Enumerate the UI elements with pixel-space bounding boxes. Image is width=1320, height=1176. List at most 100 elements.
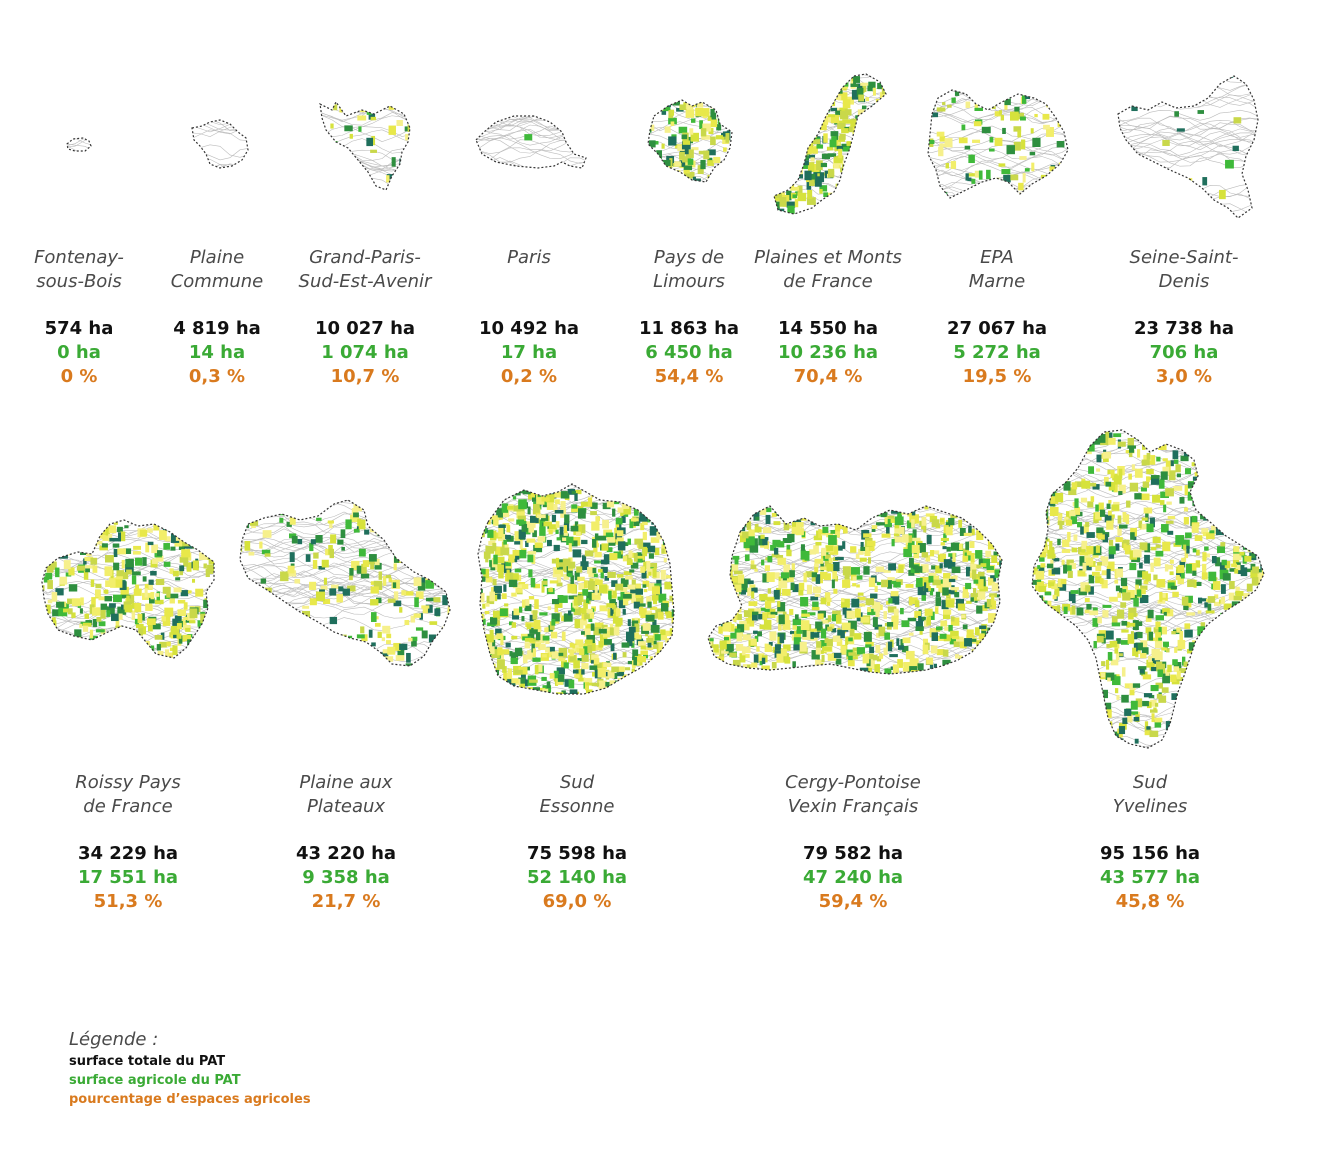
agricultural-parcel xyxy=(508,621,514,626)
agricultural-parcel xyxy=(377,631,382,638)
agricultural-parcel xyxy=(708,667,711,674)
agricultural-parcel xyxy=(1258,650,1264,658)
agricultural-parcel xyxy=(120,531,126,542)
agricultural-parcel xyxy=(1124,683,1133,689)
agricultural-parcel xyxy=(853,190,860,196)
agricultural-parcel xyxy=(1243,751,1247,754)
agricultural-parcel xyxy=(264,553,271,557)
agricultural-parcel xyxy=(191,659,199,664)
agricultural-parcel xyxy=(764,601,772,609)
agricultural-parcel xyxy=(512,549,521,559)
agricultural-parcel xyxy=(1088,586,1094,595)
agricultural-parcel xyxy=(985,550,992,557)
agricultural-parcel xyxy=(212,661,216,664)
agricultural-parcel xyxy=(546,501,554,510)
agricultural-parcel xyxy=(172,618,181,629)
agricultural-parcel xyxy=(534,542,543,548)
agricultural-parcel xyxy=(841,681,849,682)
agricultural-parcel xyxy=(660,519,665,529)
agricultural-parcel xyxy=(711,599,716,603)
agricultural-parcel xyxy=(1070,137,1074,144)
agricultural-parcel xyxy=(897,645,905,650)
agricultural-parcel xyxy=(374,622,381,627)
agricultural-parcel xyxy=(761,559,765,566)
agricultural-parcel xyxy=(917,663,924,672)
agricultural-parcel xyxy=(323,102,328,106)
agricultural-parcel xyxy=(405,591,414,596)
agricultural-parcel xyxy=(1048,632,1057,641)
agricultural-parcel xyxy=(990,530,998,537)
agricultural-parcel xyxy=(1003,639,1009,645)
agricultural-parcel xyxy=(856,144,862,153)
agricultural-parcel xyxy=(633,552,638,562)
agricultural-parcel xyxy=(1250,702,1258,711)
agricultural-parcel xyxy=(939,563,943,569)
agricultural-parcel xyxy=(853,633,862,640)
agricultural-parcel xyxy=(169,568,174,574)
agricultural-parcel xyxy=(835,195,841,202)
agricultural-parcel xyxy=(497,556,505,564)
agricultural-parcel xyxy=(736,632,743,642)
agricultural-parcel xyxy=(563,662,569,669)
agricultural-parcel xyxy=(653,695,661,700)
agricultural-parcel xyxy=(353,528,360,533)
agricultural-parcel xyxy=(1169,559,1174,564)
agricultural-parcel xyxy=(360,573,370,579)
agricultural-parcel xyxy=(1077,521,1083,528)
agricultural-parcel xyxy=(1225,159,1234,169)
agricultural-parcel xyxy=(700,548,707,558)
agricultural-parcel xyxy=(529,627,538,634)
agricultural-parcel xyxy=(914,611,922,618)
agricultural-parcel xyxy=(498,527,504,538)
agricultural-parcel xyxy=(662,171,668,179)
agricultural-parcel xyxy=(367,659,374,665)
agricultural-parcel xyxy=(843,677,852,681)
agricultural-parcel xyxy=(201,640,211,650)
agricultural-parcel xyxy=(961,614,966,619)
agricultural-parcel xyxy=(745,617,755,627)
agricultural-parcel xyxy=(717,531,725,536)
agricultural-parcel xyxy=(717,600,725,610)
agricultural-parcel xyxy=(545,494,555,503)
agricultural-parcel xyxy=(418,502,422,511)
agricultural-parcel xyxy=(388,125,396,135)
agricultural-parcel xyxy=(792,194,797,199)
agricultural-parcel xyxy=(807,507,815,518)
agricultural-parcel xyxy=(357,115,367,121)
agricultural-parcel xyxy=(251,524,256,529)
agricultural-parcel xyxy=(527,554,534,563)
agricultural-parcel xyxy=(581,539,588,545)
agricultural-parcel xyxy=(1203,508,1212,514)
relief-line xyxy=(320,102,410,109)
agricultural-parcel xyxy=(812,671,817,674)
agricultural-parcel xyxy=(309,542,314,552)
agricultural-parcel xyxy=(868,115,876,123)
agricultural-parcel xyxy=(599,605,608,612)
agricultural-parcel xyxy=(903,661,911,672)
agricultural-parcel xyxy=(369,660,378,666)
agricultural-parcel xyxy=(1040,634,1049,640)
agricultural-parcel xyxy=(421,605,430,609)
agricultural-parcel xyxy=(1229,580,1235,590)
agricultural-parcel xyxy=(1130,631,1134,637)
agricultural-parcel xyxy=(997,512,1002,517)
agricultural-parcel xyxy=(71,598,81,607)
agricultural-parcel xyxy=(912,537,921,542)
agricultural-parcel xyxy=(943,634,951,642)
agricultural-parcel xyxy=(510,652,517,660)
agricultural-parcel xyxy=(865,598,875,606)
agricultural-parcel xyxy=(1139,159,1147,165)
agricultural-parcel xyxy=(960,497,966,502)
agricultural-parcel xyxy=(1175,535,1185,545)
agricultural-parcel xyxy=(1199,461,1205,467)
agricultural-parcel xyxy=(245,648,254,659)
agricultural-parcel xyxy=(970,593,978,598)
agricultural-parcel xyxy=(778,614,785,625)
agricultural-parcel xyxy=(320,585,328,590)
agricultural-parcel xyxy=(1101,661,1106,666)
agricultural-parcel xyxy=(647,583,655,591)
map-parcels xyxy=(478,484,674,700)
agricultural-parcel xyxy=(573,602,579,609)
agricultural-parcel xyxy=(84,546,94,552)
relief-line xyxy=(708,671,1002,674)
